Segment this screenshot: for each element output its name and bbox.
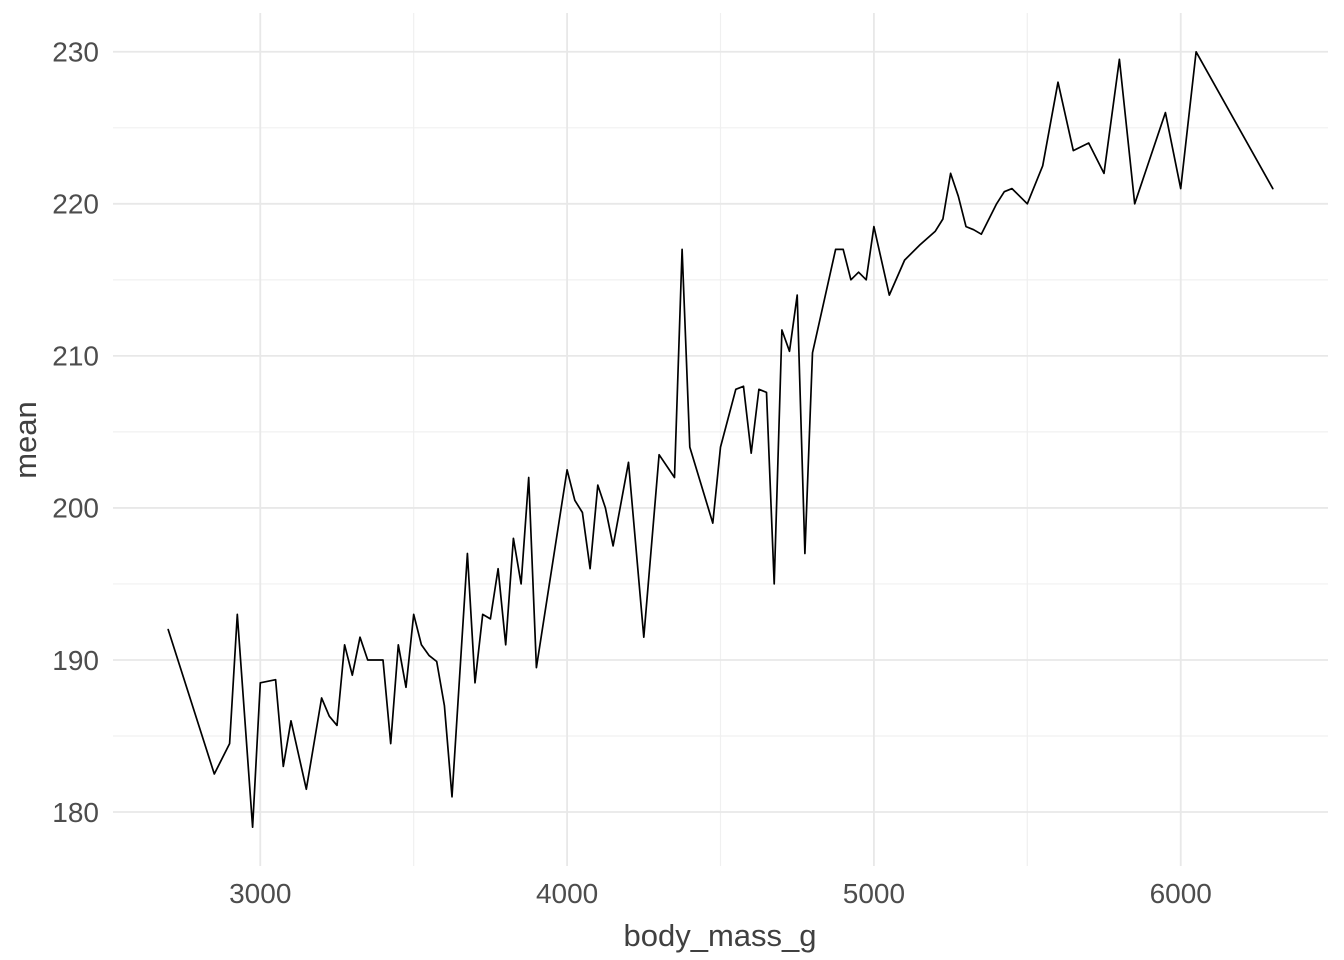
y-tick-label: 200 xyxy=(52,493,99,524)
y-tick-label: 220 xyxy=(52,189,99,220)
y-tick-label: 180 xyxy=(52,797,99,828)
x-tick-label: 5000 xyxy=(843,878,905,909)
y-axis-tick-labels: 180 190 200 210 220 230 xyxy=(52,37,99,828)
series-line xyxy=(167,50,1274,829)
y-tick-label: 190 xyxy=(52,645,99,676)
x-axis-tick-labels: 3000 4000 5000 6000 xyxy=(229,878,1212,909)
minor-gridlines xyxy=(113,13,1328,866)
y-axis-title: mean xyxy=(8,401,43,479)
x-tick-label: 6000 xyxy=(1150,878,1212,909)
major-gridlines xyxy=(113,13,1328,866)
x-tick-label: 3000 xyxy=(229,878,291,909)
y-tick-label: 230 xyxy=(52,37,99,68)
y-tick-label: 210 xyxy=(52,341,99,372)
x-tick-label: 4000 xyxy=(536,878,598,909)
x-axis-title: body_mass_g xyxy=(623,918,816,953)
